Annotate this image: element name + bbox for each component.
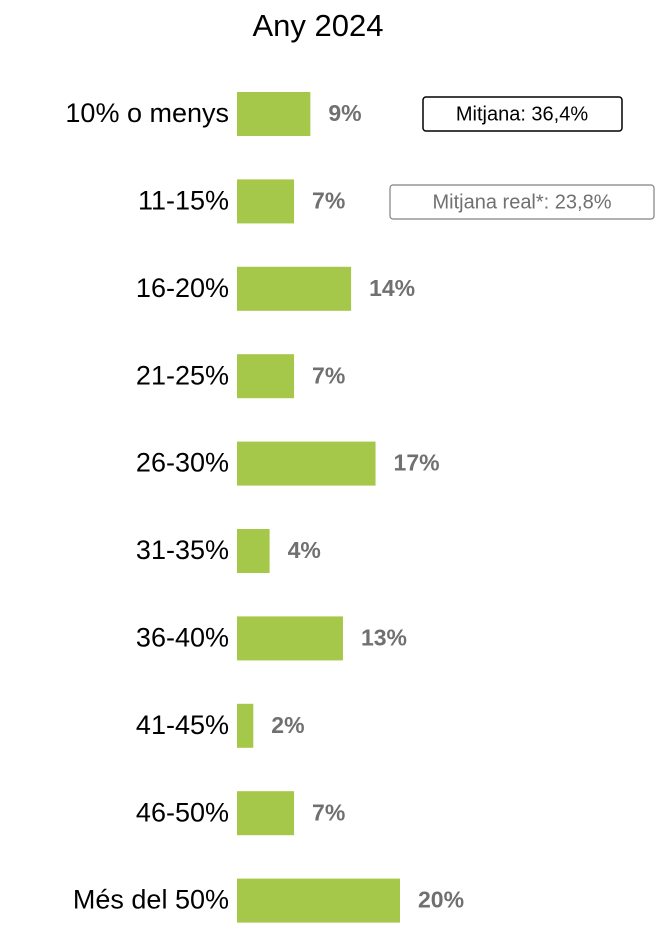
category-label: 16-20% — [136, 273, 229, 303]
bar — [237, 354, 295, 399]
category-label: 21-25% — [136, 360, 229, 390]
value-label: 13% — [361, 624, 407, 650]
category-label: 11-15% — [138, 186, 229, 216]
value-label: 17% — [394, 450, 440, 476]
value-label: 7% — [312, 799, 345, 825]
category-label: 36-40% — [136, 623, 229, 653]
bar — [237, 92, 311, 136]
bar — [237, 791, 295, 836]
bar — [237, 441, 376, 486]
category-label: 31-35% — [136, 535, 229, 565]
category-label: 26-30% — [136, 448, 229, 478]
category-label: 10% o menys — [65, 98, 229, 128]
bar — [237, 878, 400, 923]
value-label: 7% — [312, 362, 345, 388]
bar — [237, 266, 352, 311]
annotation: Mitjana real*: 23,8% — [433, 191, 612, 213]
annotation-box — [389, 184, 655, 220]
value-label: 7% — [312, 187, 345, 213]
bar — [237, 179, 295, 224]
category-label: 46-50% — [136, 797, 229, 827]
annotation-box — [422, 96, 623, 132]
bar — [237, 703, 254, 748]
value-label: 2% — [271, 712, 304, 738]
bar — [237, 529, 270, 573]
value-label: 4% — [288, 537, 321, 563]
category-label: 41-45% — [136, 710, 229, 740]
bar — [237, 616, 343, 661]
value-label: 14% — [369, 275, 415, 301]
category-label: Més del 50% — [73, 885, 229, 915]
chart-title: Any 2024 — [253, 8, 384, 43]
value-label: 9% — [328, 100, 361, 126]
value-label: 20% — [418, 887, 464, 913]
annotation: Mitjana: 36,4% — [456, 103, 589, 125]
